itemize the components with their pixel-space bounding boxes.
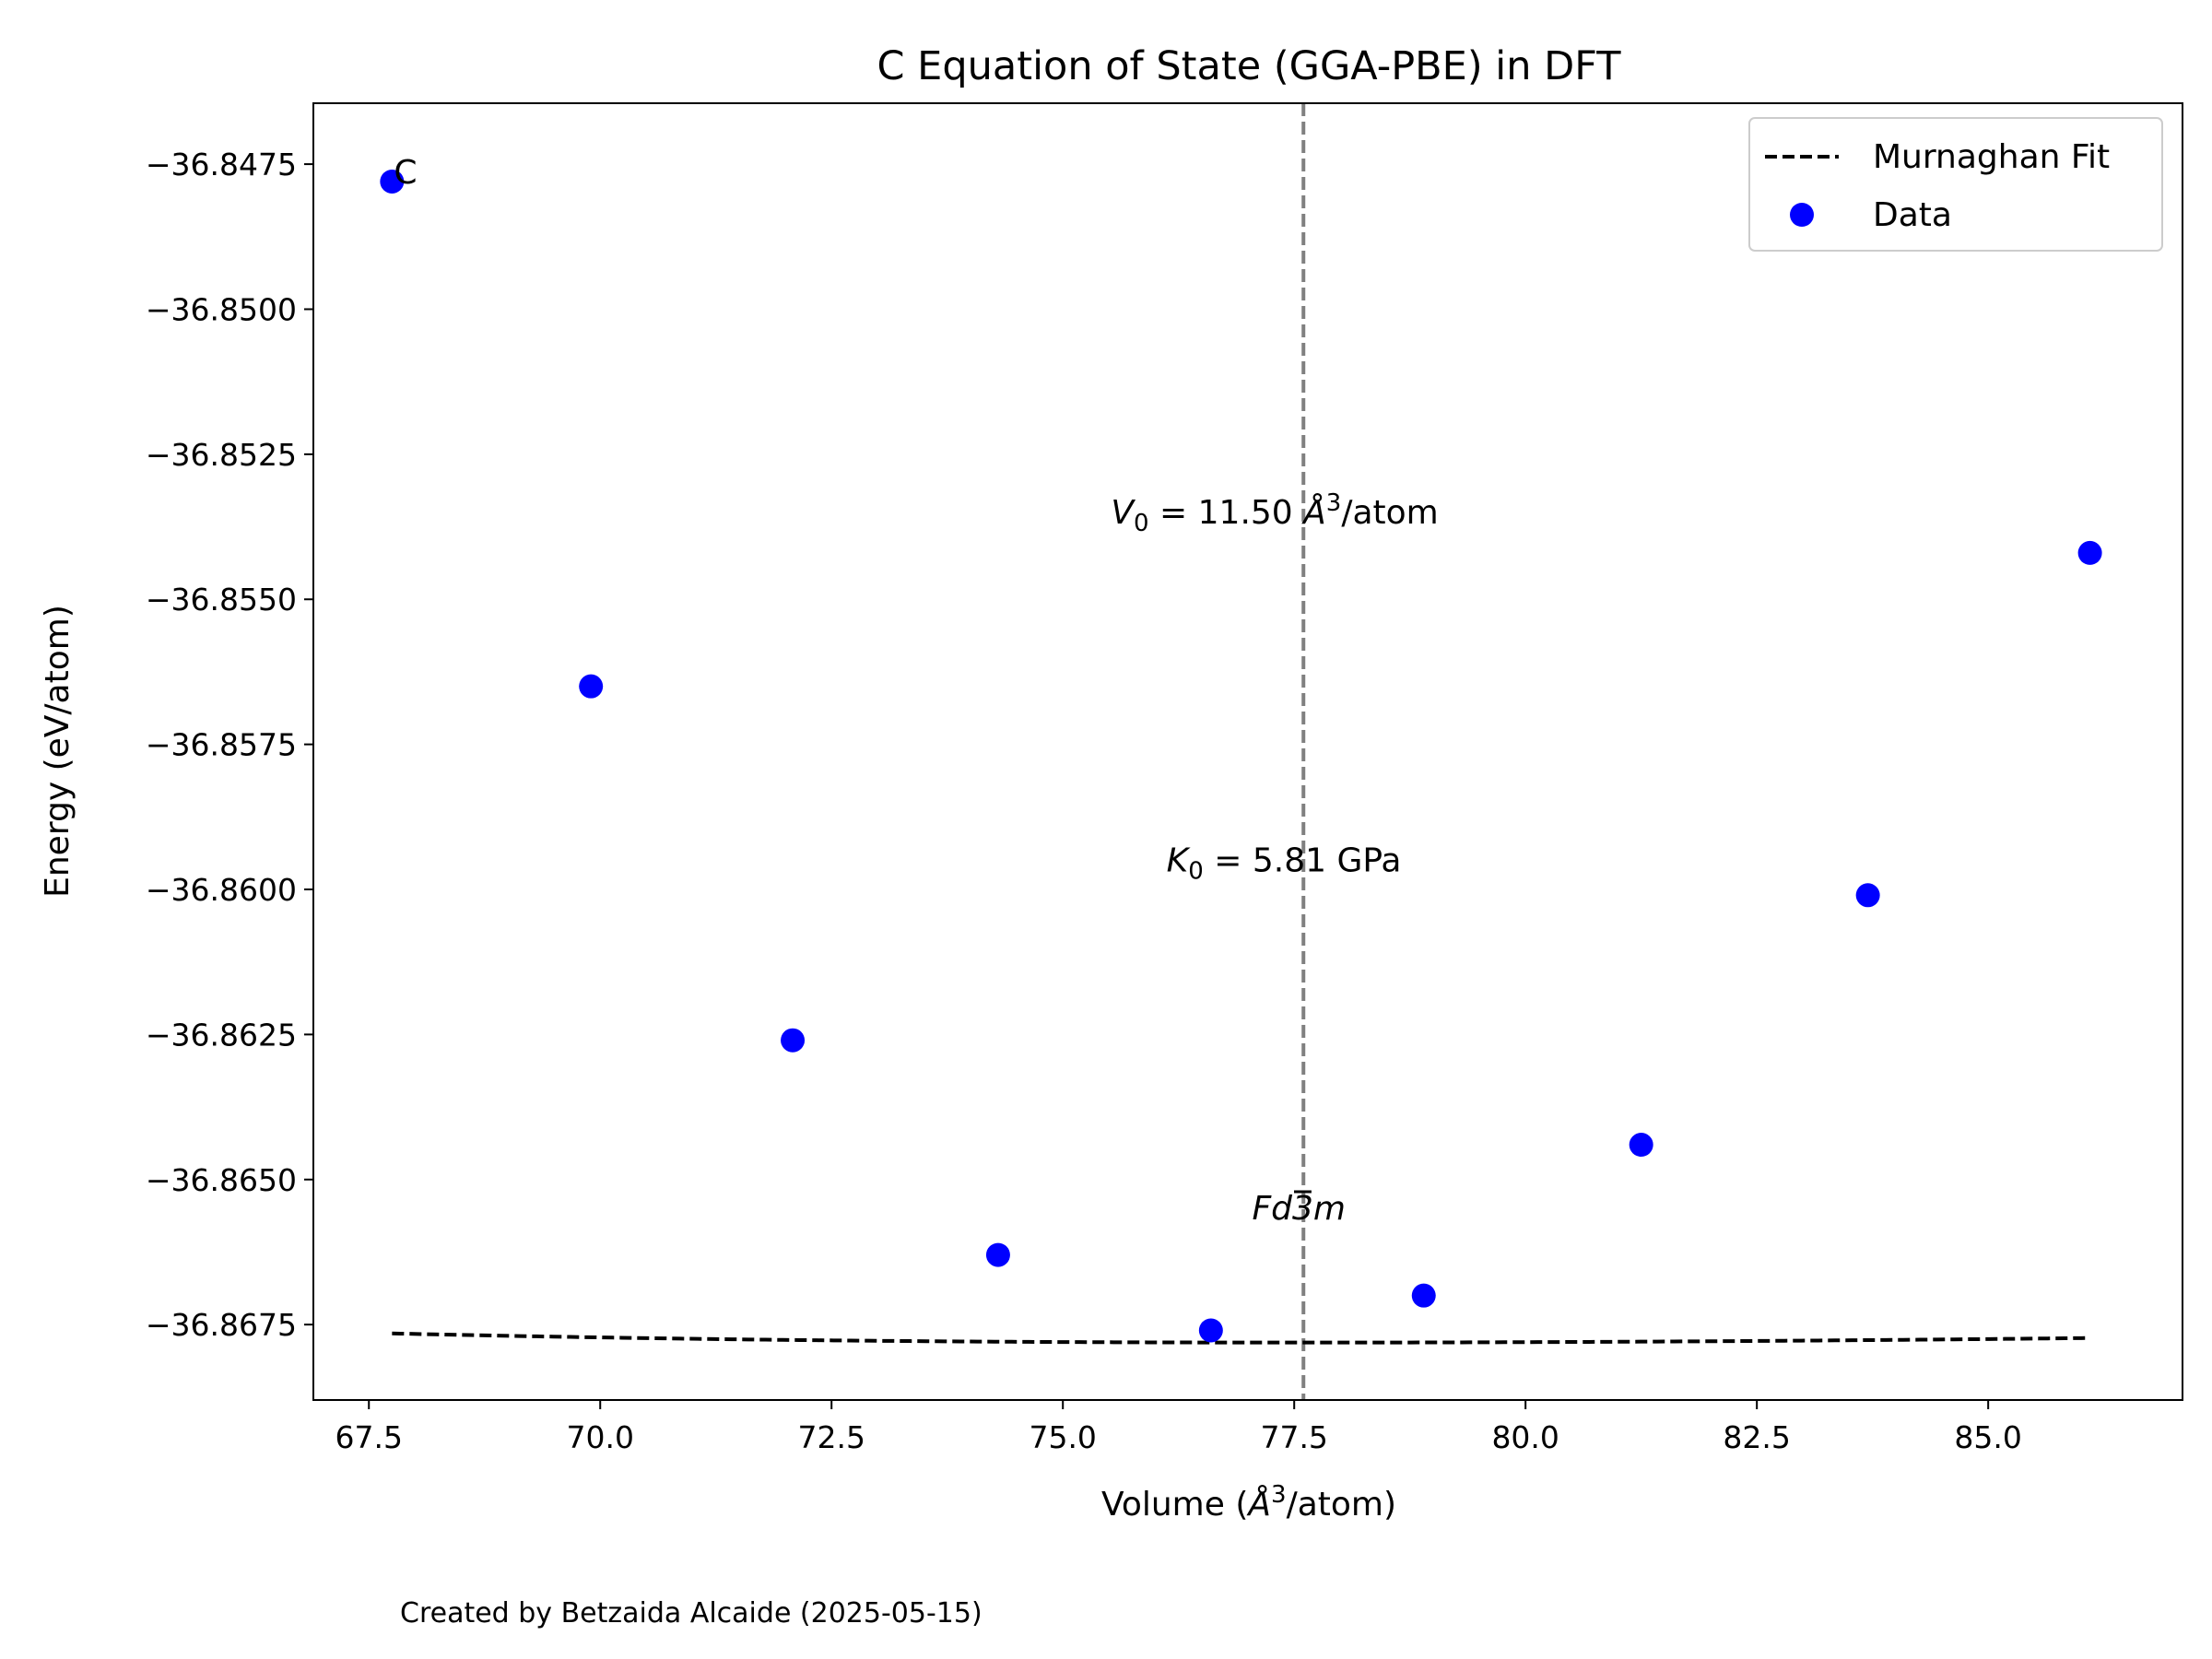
y-tick-label: −36.8625 — [146, 1017, 297, 1053]
legend-data-swatch — [1790, 203, 1814, 227]
x-tick-label: 75.0 — [1029, 1419, 1096, 1455]
x-tick-label: 82.5 — [1723, 1419, 1790, 1455]
v0-unit-post: /atom — [1341, 494, 1438, 532]
legend: Murnaghan Fit Data — [1748, 117, 2163, 252]
v0-symbol: V — [1111, 494, 1135, 532]
y-tick-label: −36.8600 — [146, 872, 297, 908]
x-axis-label-angstrom: Å — [1246, 1484, 1271, 1524]
data-point — [579, 674, 604, 699]
legend-fit-label: Murnaghan Fit — [1873, 138, 2110, 176]
chart-title: C Equation of State (GGA-PBE) in DFT — [877, 43, 1621, 89]
x-tick-label: 70.0 — [566, 1419, 633, 1455]
space-group-3bar: 3 — [1292, 1190, 1313, 1228]
space-group-m: m — [1313, 1190, 1346, 1228]
v0-unit-sup: 3 — [1326, 489, 1342, 517]
y-tick-label: −36.8550 — [146, 582, 297, 618]
data-point — [781, 1028, 806, 1053]
data-point — [380, 169, 405, 194]
space-group-fd: Fd — [1252, 1190, 1293, 1228]
plot-area: 67.5 70.0 72.5 75.0 77.5 80.0 82.5 85.0 −36.8475… — [146, 103, 2102, 1455]
x-tick-label: 77.5 — [1260, 1419, 1327, 1455]
y-tick-label: −36.8575 — [146, 727, 297, 763]
k0-annotation: K0 = 5.81 GPa — [1167, 842, 1402, 886]
footer-credit: Created by Betzaida Alcaide (2025-05-15) — [400, 1597, 982, 1630]
x-tick-label: 80.0 — [1491, 1419, 1559, 1455]
legend-box — [1748, 117, 2163, 252]
murnaghan-fit-curve — [392, 1331, 2090, 1345]
point-label-c: C — [394, 154, 417, 192]
v0-value: = 11.50 — [1149, 494, 1304, 532]
data-point — [2077, 540, 2102, 565]
data-point — [1855, 883, 1880, 908]
axes-frame — [312, 102, 2183, 1401]
k0-symbol: K — [1167, 842, 1191, 880]
y-axis-label: Energy (eV/atom) — [39, 605, 76, 898]
x-axis-label-post: /atom) — [1287, 1486, 1396, 1524]
data-point — [1411, 1283, 1436, 1308]
legend-data-label: Data — [1873, 196, 1952, 234]
x-axis-label-sup: 3 — [1271, 1481, 1287, 1509]
y-tick-label: −36.8650 — [146, 1162, 297, 1198]
y-tick-label: −36.8475 — [146, 147, 297, 182]
space-group-annotation: Fd3m — [1252, 1190, 1346, 1228]
data-point — [985, 1242, 1010, 1267]
v0-unit-angstrom: Å — [1301, 492, 1326, 532]
x-axis-label: Volume (Å3/atom) — [1101, 1481, 1396, 1524]
y-tick-label: −36.8675 — [146, 1307, 297, 1343]
v0-annotation: V0 = 11.50 Å3/atom — [1111, 489, 1438, 537]
y-tick-label: −36.8500 — [146, 291, 297, 327]
data-point — [1198, 1318, 1223, 1343]
x-tick-label: 67.5 — [335, 1419, 402, 1455]
k0-subscript: 0 — [1188, 858, 1204, 886]
x-tick-label: 85.0 — [1954, 1419, 2021, 1455]
v0-subscript: 0 — [1134, 510, 1149, 537]
data-point — [1629, 1133, 1653, 1158]
space-group-label: Fd3m — [1252, 1190, 1346, 1228]
x-axis-label-pre: Volume ( — [1101, 1486, 1248, 1524]
k0-value: = 5.81 GPa — [1204, 842, 1402, 880]
x-tick-label: 72.5 — [797, 1419, 865, 1455]
y-tick-label: −36.8525 — [146, 437, 297, 473]
